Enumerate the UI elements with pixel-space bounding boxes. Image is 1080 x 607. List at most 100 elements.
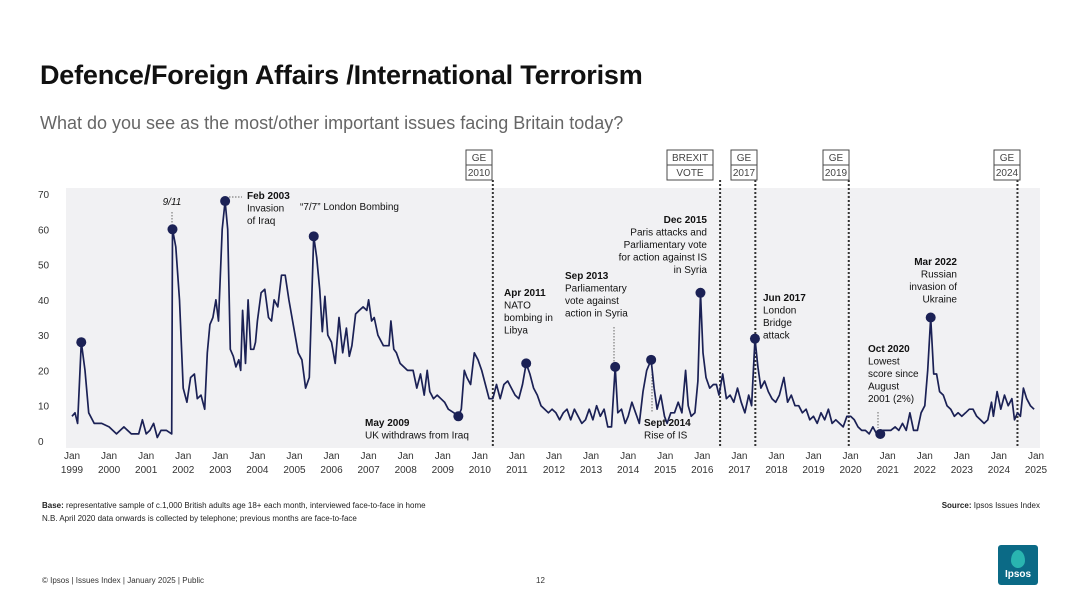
highlight-point [76,337,87,348]
x-tick-label: Jan [805,451,821,462]
election-label: BREXIT [672,153,708,164]
annotation-oct-2020: 2001 (2%) [868,394,914,405]
annotation-apr-2011: Apr 2011 [504,288,546,299]
highlight-point [521,358,532,369]
x-tick-label: 2022 [914,465,937,476]
x-tick-label: Jan [212,451,228,462]
x-tick-label: 2009 [432,465,455,476]
election-label: 2010 [468,168,491,179]
x-tick-label: 2004 [246,465,269,476]
base-footnote: Base: representative sample of c.1,000 B… [42,501,426,510]
annotation-jun-2017: attack [763,331,791,342]
x-tick-label: 2001 [135,465,158,476]
annotation-9-11: 9/11 [163,197,182,208]
election-label: GE [1000,153,1015,164]
x-tick-label: 2024 [988,465,1011,476]
y-tick-label: 10 [38,402,50,413]
x-tick-label: Jan [138,451,154,462]
page-number: 12 [536,576,545,585]
x-tick-label: Jan [286,451,302,462]
x-tick-label: Jan [620,451,636,462]
annotation-sep-2013: action in Syria [565,309,628,320]
x-tick-label: Jan [249,451,265,462]
x-tick-label: Jan [917,451,933,462]
x-tick-label: 2002 [172,465,195,476]
y-tick-label: 50 [38,261,50,272]
source-note: Source: Ipsos Issues Index [942,501,1040,510]
annotation-mar-2022: invasion of [909,282,957,293]
election-label: GE [829,153,844,164]
highlight-point [875,428,886,439]
annotation-jun-2017: London [763,306,796,317]
annotation-may-2009: May 2009 [365,418,410,429]
x-tick-label: Jan [435,451,451,462]
highlight-point [925,312,936,323]
highlight-point [308,231,319,242]
x-tick-label: 2014 [617,465,640,476]
annotation-sep-2013: vote against [565,296,619,307]
highlight-point [646,354,657,365]
x-tick-label: 2021 [877,465,900,476]
x-tick-label: 2020 [839,465,862,476]
x-tick-label: 2013 [580,465,603,476]
x-tick-label: Jan [694,451,710,462]
x-tick-label: 2003 [209,465,232,476]
x-tick-label: 2005 [283,465,306,476]
logo-text: Ipsos [1004,569,1032,580]
x-tick-label: 2015 [654,465,677,476]
base-label: Base: [42,501,64,510]
chart-subtitle: What do you see as the most/other import… [40,113,624,133]
election-label: VOTE [676,168,704,179]
annotation-may-2009: UK withdraws from Iraq [365,431,469,442]
method-note: N.B. April 2020 data onwards is collecte… [42,514,357,523]
annotation-sep-2013: Sep 2013 [565,271,609,282]
election-label: 2017 [733,168,756,179]
annotation-sep-2013: Parliamentary [565,284,627,295]
x-tick-label: Jan [546,451,562,462]
annotation-jun-2017: Bridge [763,318,792,329]
x-tick-label: Jan [101,451,117,462]
x-tick-label: 2011 [506,465,528,476]
x-tick-label: 2025 [1025,465,1048,476]
x-tick-label: 2023 [951,465,974,476]
annotation-dec-2015: in Syria [674,265,708,276]
x-tick-label: 2012 [543,465,566,476]
annotation-apr-2011: bombing in [504,313,553,324]
x-tick-label: Jan [583,451,599,462]
annotation-oct-2020: August [868,382,899,393]
annotation-dec-2015: Dec 2015 [664,215,708,226]
highlight-point [749,333,760,344]
highlight-point [695,287,706,298]
annotation-jun-2017: Jun 2017 [763,293,806,304]
annotation-feb-2003: of Iraq [247,216,275,227]
annotation-dec-2015: Parliamentary vote [624,240,708,251]
x-tick-label: Jan [954,451,970,462]
logo-drop-icon [1011,550,1025,568]
annotation-apr-2011: NATO [504,301,531,312]
annotation-feb-2003: Invasion [247,204,284,215]
source-text: Ipsos Issues Index [973,501,1040,510]
x-tick-label: Jan [361,451,377,462]
x-tick-label: 2010 [469,465,492,476]
highlight-point [453,411,464,422]
annotation-dec-2015: for action against IS [619,253,708,264]
x-tick-label: 2016 [691,465,714,476]
x-tick-label: Jan [768,451,784,462]
x-tick-label: 2007 [357,465,380,476]
ipsos-logo: Ipsos [998,545,1038,585]
annotation-oct-2020: Oct 2020 [868,344,910,355]
y-tick-label: 0 [38,437,44,448]
x-tick-label: 2017 [728,465,751,476]
source-label: Source: [941,501,972,510]
highlight-point [167,224,178,235]
annotation-sept-2014: Sept 2014 [644,418,691,429]
y-tick-label: 40 [38,296,50,307]
annotation-dec-2015: Paris attacks and [630,228,707,239]
x-tick-label: Jan [657,451,673,462]
x-tick-label: Jan [323,451,339,462]
x-tick-label: 2019 [802,465,825,476]
annotation-mar-2022: Russian [921,270,957,281]
y-tick-label: 70 [38,190,50,201]
election-label: 2024 [996,168,1019,179]
